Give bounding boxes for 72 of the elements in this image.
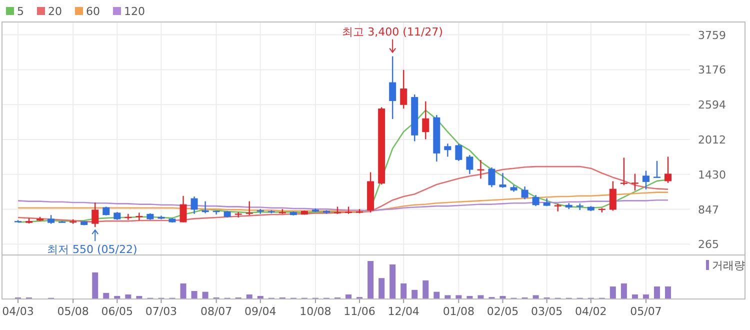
x-tick-label: 08/07 xyxy=(200,305,232,318)
bar xyxy=(444,295,451,299)
y-tick-label: 265 xyxy=(698,238,719,252)
y-tick-label: 1430 xyxy=(698,168,726,182)
candlestick xyxy=(488,166,496,188)
candlestick xyxy=(521,186,528,200)
bar xyxy=(478,295,484,299)
bar xyxy=(620,283,627,299)
x-tick-label: 02/05 xyxy=(486,305,519,318)
bar xyxy=(390,264,396,299)
candlestick xyxy=(190,196,198,214)
candlestick xyxy=(620,157,628,186)
x-tick-label: 09/04 xyxy=(244,305,276,318)
line-series xyxy=(17,166,669,222)
candlestick xyxy=(422,100,430,140)
candlestick xyxy=(400,69,408,110)
legend-label: 60 xyxy=(86,5,100,18)
y-tick-label: 2012 xyxy=(698,133,726,146)
x-tick-label: 11/06 xyxy=(344,305,376,318)
annotation: 최저 550 (05/22) xyxy=(46,243,138,256)
x-tick-label: 05/08 xyxy=(57,305,89,318)
y-tick-label: 2594 xyxy=(698,98,726,112)
bar xyxy=(92,272,98,299)
bar xyxy=(412,290,418,299)
bar xyxy=(191,291,198,299)
bar xyxy=(422,280,429,299)
candlestick xyxy=(609,180,616,212)
candlestick xyxy=(653,160,660,178)
candlestick xyxy=(499,172,506,188)
candlestick xyxy=(642,170,650,190)
candlestick xyxy=(455,143,462,162)
bar xyxy=(180,283,186,299)
x-tick-label: 06/05 xyxy=(101,305,134,318)
candlestick xyxy=(444,142,452,158)
candlestick xyxy=(246,200,253,216)
bar xyxy=(654,286,660,299)
legend-label: 거래량 xyxy=(712,259,745,272)
candlestick xyxy=(389,56,396,120)
x-tick-label: 04/03 xyxy=(2,305,34,318)
y-tick-label: 3759 xyxy=(698,28,726,42)
annotation: 최고 3,400 (11/27) xyxy=(342,25,443,38)
candlestick xyxy=(234,211,242,218)
bar xyxy=(378,278,385,299)
candlestick xyxy=(180,195,187,223)
bar xyxy=(610,286,616,299)
candlestick xyxy=(477,159,484,180)
y-tick-label: 3176 xyxy=(698,64,726,77)
candlestick xyxy=(554,202,562,212)
x-tick-label: 03/05 xyxy=(530,305,563,318)
bar xyxy=(456,295,462,299)
x-tick-label: 12/04 xyxy=(388,305,420,318)
bar xyxy=(202,292,208,299)
bar xyxy=(400,283,407,299)
x-tick-label: 05/07 xyxy=(630,305,662,318)
candlestick xyxy=(664,156,672,184)
candlestick xyxy=(466,154,474,175)
bar xyxy=(532,295,539,299)
bar xyxy=(368,261,374,299)
x-tick-label: 04/02 xyxy=(575,305,607,318)
x-tick-label: 01/08 xyxy=(442,305,475,318)
candlestick xyxy=(532,194,540,207)
bar xyxy=(103,292,110,299)
y-tick-label: 847 xyxy=(698,203,719,216)
bar xyxy=(434,292,440,299)
x-tick-label: 07/03 xyxy=(145,305,178,318)
bar xyxy=(665,286,671,299)
legend-label: 20 xyxy=(48,5,62,18)
x-tick-label: 10/08 xyxy=(300,305,332,318)
legend-label: 5 xyxy=(17,5,24,18)
candlestick xyxy=(631,173,638,192)
candlestick xyxy=(92,202,99,228)
legend-label: 120 xyxy=(124,5,145,18)
